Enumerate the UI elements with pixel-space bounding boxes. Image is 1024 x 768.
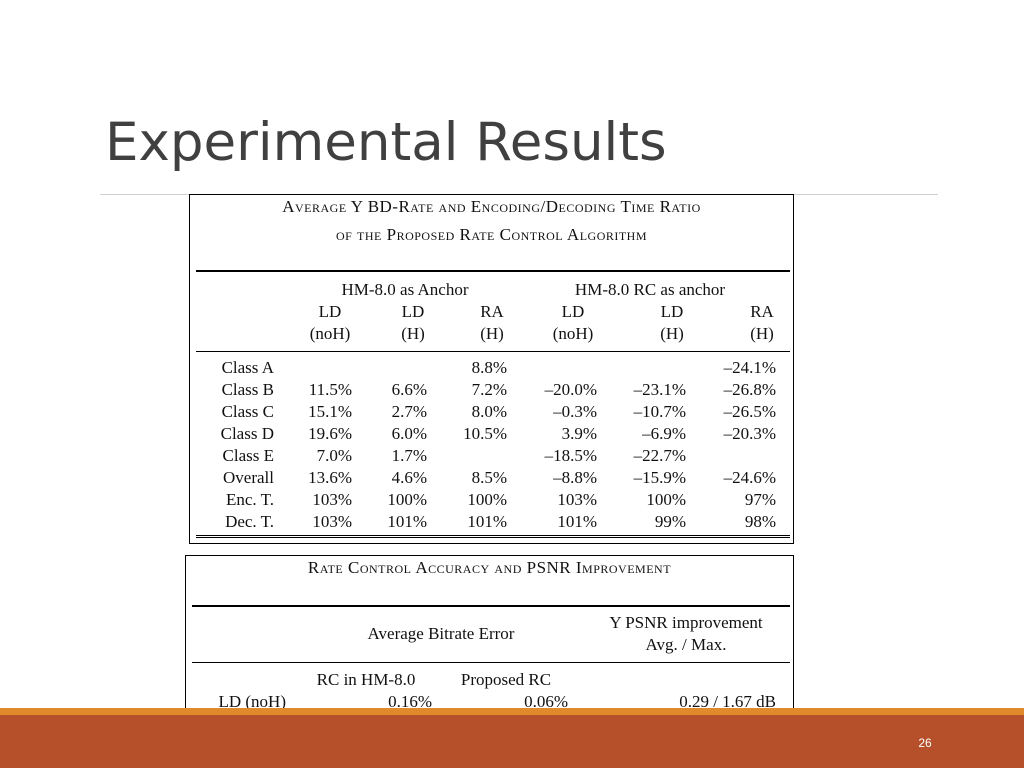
table1-cell: 19.6% xyxy=(308,424,352,443)
table1-col-header-1-line0: LD xyxy=(401,302,425,321)
table1-row-label: Class D xyxy=(220,424,274,443)
table1-group-header-hm80: HM-8.0 as Anchor xyxy=(341,280,469,299)
table1-cell: –20.3% xyxy=(723,424,776,443)
table1-cell: –20.0% xyxy=(544,380,597,399)
table1-cell: –8.8% xyxy=(553,468,597,487)
table1-cell: 101% xyxy=(387,512,427,531)
table1-col-header-5-line1: (H) xyxy=(750,324,774,343)
table1-cell: –23.1% xyxy=(633,380,686,399)
table1-cell: 3.9% xyxy=(561,424,597,443)
table1-cell: 1.7% xyxy=(391,446,427,465)
table1-row-label: Enc. T. xyxy=(226,490,274,509)
table1-header-rule xyxy=(196,351,790,352)
table1-cell: 97% xyxy=(744,490,776,509)
table1-cell: 8.0% xyxy=(471,402,507,421)
table1-cell: 103% xyxy=(312,512,352,531)
table2-rc-cell: 0.16% xyxy=(388,692,432,711)
table2-header-rule xyxy=(192,662,790,663)
table1-cell: 99% xyxy=(654,512,686,531)
table1-cell: 7.2% xyxy=(471,380,507,399)
table1-cell: 15.1% xyxy=(308,402,352,421)
footer-bar xyxy=(0,715,1024,768)
table1-bottom-rule xyxy=(196,535,790,538)
table2-top-rule xyxy=(192,605,790,607)
table2-header-psnr: Y PSNR improvement xyxy=(609,613,763,632)
table2-row-label: LD (noH) xyxy=(218,692,286,711)
table1-cell: 101% xyxy=(467,512,507,531)
table1-col-header-1-line1: (H) xyxy=(401,324,425,343)
table2-subheader-proposed-rc: Proposed RC xyxy=(460,670,552,689)
table1-cell: –18.5% xyxy=(544,446,597,465)
table1-row-label: Class A xyxy=(221,358,274,377)
table1-row-label: Dec. T. xyxy=(225,512,274,531)
table2-caption: Rate Control Accuracy and PSNR Improveme… xyxy=(307,558,672,577)
table1-cell: 98% xyxy=(744,512,776,531)
table1-col-header-4-line0: LD xyxy=(660,302,684,321)
table1-cell: 100% xyxy=(467,490,507,509)
table1-cell: –24.1% xyxy=(723,358,776,377)
table1-cell: 100% xyxy=(646,490,686,509)
table1-col-header-3-line0: LD xyxy=(561,302,585,321)
table1-caption-line2: of the Proposed Rate Control Algorithm xyxy=(335,225,648,244)
table1-cell: 6.6% xyxy=(391,380,427,399)
table1-cell: 4.6% xyxy=(391,468,427,487)
table1-cell: 100% xyxy=(387,490,427,509)
table1-cell: –24.6% xyxy=(723,468,776,487)
table2-header-avg-max: Avg. / Max. xyxy=(645,635,727,654)
table1-cell: 7.0% xyxy=(316,446,352,465)
table1-cell: 103% xyxy=(557,490,597,509)
slide-number: 26 xyxy=(918,736,932,750)
table1-row-label: Class C xyxy=(221,402,274,421)
table1-cell: 6.0% xyxy=(391,424,427,443)
table1-top-rule xyxy=(196,270,790,272)
table1-cell: 8.5% xyxy=(471,468,507,487)
table1-group-header-hm80rc: HM-8.0 RC as anchor xyxy=(574,280,726,299)
table2-proposed-cell: 0.06% xyxy=(524,692,568,711)
bd-rate-table: Average Y BD-Rate and Encoding/Decoding … xyxy=(189,194,794,544)
table1-col-header-3-line1: (noH) xyxy=(552,324,594,343)
table1-cell: 13.6% xyxy=(308,468,352,487)
slide-title: Experimental Results xyxy=(105,112,667,173)
table1-row-label: Overall xyxy=(223,468,274,487)
table1-row-label: Class E xyxy=(222,446,274,465)
table1-cell: 8.8% xyxy=(471,358,507,377)
table1-cell: 2.7% xyxy=(391,402,427,421)
table1-cell: 10.5% xyxy=(463,424,507,443)
table2-psnr-cell: 0.29 / 1.67 dB xyxy=(679,692,776,711)
table1-cell: –6.9% xyxy=(642,424,686,443)
table1-col-header-0-line1: (noH) xyxy=(309,324,351,343)
table1-cell: –0.3% xyxy=(553,402,597,421)
table1-cell: 103% xyxy=(312,490,352,509)
table1-col-header-0-line0: LD xyxy=(318,302,342,321)
table2-subheader-rc-hm80: RC in HM-8.0 xyxy=(316,670,416,689)
table1-cell: –22.7% xyxy=(633,446,686,465)
table2-header-bitrate-error: Average Bitrate Error xyxy=(367,624,515,643)
table1-col-header-4-line1: (H) xyxy=(660,324,684,343)
table1-cell: 101% xyxy=(557,512,597,531)
table1-col-header-2-line1: (H) xyxy=(480,324,504,343)
table1-cell: –26.8% xyxy=(723,380,776,399)
table1-col-header-5-line0: RA xyxy=(750,302,774,321)
table1-row-label: Class B xyxy=(221,380,274,399)
table1-cell: 11.5% xyxy=(308,380,352,399)
table1-col-header-2-line0: RA xyxy=(480,302,504,321)
table1-cell: –26.5% xyxy=(723,402,776,421)
footer-accent-line xyxy=(0,708,1024,715)
table1-caption-line1: Average Y BD-Rate and Encoding/Decoding … xyxy=(282,197,701,216)
table1-cell: –10.7% xyxy=(633,402,686,421)
table1-cell: –15.9% xyxy=(633,468,686,487)
